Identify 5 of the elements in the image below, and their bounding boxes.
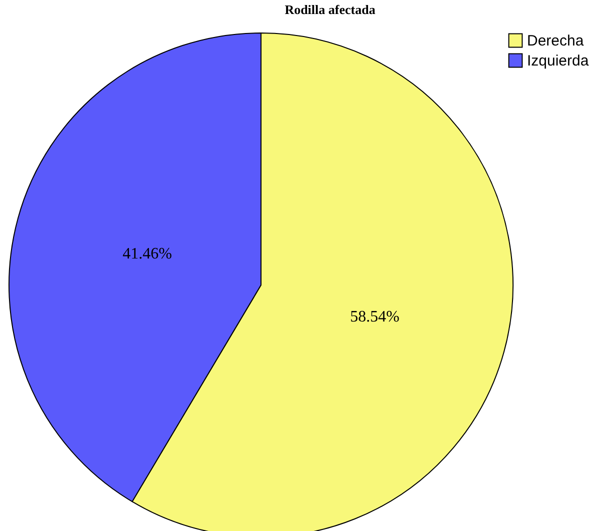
- legend-label: Derecha: [527, 32, 584, 50]
- data-label: 58.54%: [350, 308, 400, 326]
- data-label: 41.46%: [122, 246, 172, 263]
- legend-label: Izquierda: [527, 52, 590, 70]
- chart-title: Rodilla afectada: [284, 2, 376, 17]
